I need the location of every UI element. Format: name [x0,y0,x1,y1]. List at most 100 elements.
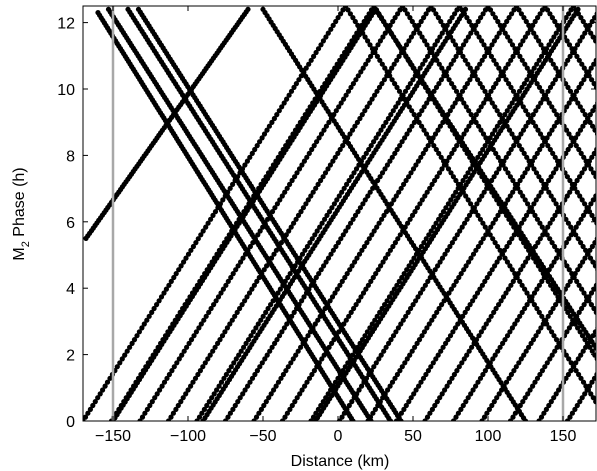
data-point [392,150,398,156]
data-point [381,212,387,218]
data-point [457,317,463,323]
data-point [501,247,507,253]
data-point [219,243,225,250]
data-point [229,317,235,323]
data-point [544,96,550,102]
data-point [497,119,503,125]
data-point [536,193,542,199]
data-point [330,22,336,28]
data-point [181,348,187,354]
data-point [432,131,439,137]
data-point [344,46,350,52]
data-point [234,309,240,315]
data-point [351,170,357,176]
data-point [589,212,595,218]
data-point [422,57,428,63]
data-point [575,325,581,331]
data-point [415,73,421,79]
data-point [337,57,343,63]
data-point [499,387,505,393]
data-point [320,309,326,315]
data-point [533,34,539,40]
data-point [131,337,138,343]
data-point [501,22,507,28]
data-point [482,143,488,149]
data-point [402,224,408,230]
data-point [507,263,513,269]
data-point [582,201,588,207]
data-point [221,375,227,381]
data-point [514,49,521,56]
data-point [547,146,553,153]
x-axis: −150 −100 −50 0 50 100 150 [95,6,576,445]
data-point [540,96,546,102]
data-point [104,379,111,385]
data-point [421,104,427,110]
data-point [294,395,300,401]
data-point [567,53,573,60]
y-axis-label-rest: Phase (h) [11,167,28,241]
data-point [171,274,177,281]
data-point [545,224,551,230]
data-point [426,46,433,52]
data-point [566,131,572,137]
data-point [318,402,324,409]
data-point [352,123,358,129]
data-point [318,177,324,184]
data-point [431,88,437,94]
data-point [591,150,596,156]
data-point [226,232,232,238]
data-point [225,278,231,284]
data-point [365,38,371,44]
data-point [335,375,341,381]
data-point [190,379,196,385]
data-point [524,65,530,71]
data-point [388,201,394,207]
data-point [582,119,589,125]
data-point [581,77,587,83]
data-point [452,325,458,331]
data-point [549,263,555,269]
data-point [462,57,468,63]
data-point [370,185,376,191]
data-point [578,150,584,156]
data-point [113,410,119,416]
data-point [446,77,452,83]
data-point [312,232,318,238]
data-point [524,166,531,172]
data-point [550,216,556,222]
x-tick-label: −100 [170,428,206,445]
data-point [232,313,238,319]
data-point [293,81,299,87]
data-point [247,154,253,160]
data-point [411,112,417,118]
data-point [431,224,437,230]
data-point [436,305,442,312]
data-point [566,267,572,273]
data-point [503,77,509,83]
data-point [323,259,329,265]
data-point [403,313,409,319]
data-point [330,158,336,164]
data-point [361,243,367,250]
data-point [465,170,471,176]
data-point [345,135,351,141]
data-point [455,321,461,327]
data-point [238,212,245,218]
data-point [408,395,414,401]
data-point [506,240,512,246]
data-point [323,395,329,401]
data-point [583,294,590,300]
data-point [399,274,405,281]
data-point [452,236,458,242]
data-point [535,329,542,335]
data-point [440,22,446,28]
data-point [564,263,570,269]
data-point [461,11,467,17]
data-point [580,212,587,218]
data-point [299,298,305,304]
data-point [390,18,396,25]
data-point [271,251,277,257]
data-point [583,383,589,389]
